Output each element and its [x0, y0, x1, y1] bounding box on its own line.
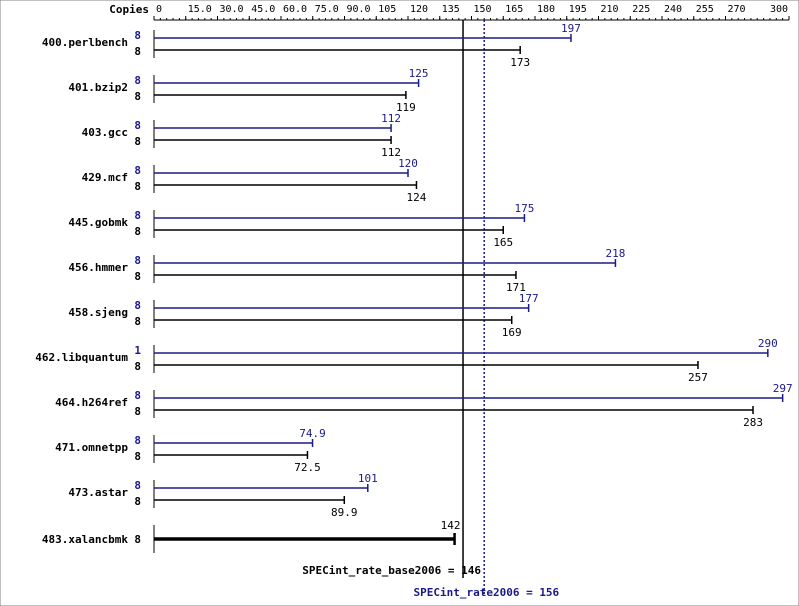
- x-tick-label: 240: [664, 4, 682, 15]
- base-value-label: 72.5: [294, 461, 321, 474]
- base-value-label: 124: [407, 191, 427, 204]
- x-tick-label: 15.0: [188, 4, 212, 15]
- peak-copies: 8: [134, 389, 141, 402]
- x-tick-label: 150: [474, 4, 492, 15]
- x-tick-label: 255: [696, 4, 714, 15]
- base-value-label: 173: [510, 56, 530, 69]
- x-tick-label: 30.0: [220, 4, 244, 15]
- peak-copies: 8: [134, 299, 141, 312]
- benchmark-bars: 400.perlbench 8 197 8 173 401.bzip2 8 125 8 119 40…: [35, 22, 793, 553]
- x-tick-label: 60.0: [283, 4, 307, 15]
- x-tick-label: 210: [601, 4, 619, 15]
- benchmark-name: 401.bzip2: [68, 81, 128, 94]
- x-tick-label: 90.0: [347, 4, 371, 15]
- peak-copies: 8: [134, 119, 141, 132]
- benchmark-name: 403.gcc: [82, 126, 128, 139]
- base-copies: 8: [134, 90, 141, 103]
- base-value-label: 283: [743, 416, 763, 429]
- peak-value-label: 197: [561, 22, 581, 35]
- base-copies: 8: [134, 495, 141, 508]
- peak-value-label: 175: [514, 202, 534, 215]
- x-tick-label: 75.0: [315, 4, 339, 15]
- benchmark-name: 483.xalancbmk: [42, 533, 128, 546]
- base-value-label: 169: [502, 326, 522, 339]
- peak-copies: 8: [134, 164, 141, 177]
- base-copies: 8: [134, 533, 141, 546]
- peak-copies: 8: [134, 209, 141, 222]
- benchmark-name: 473.astar: [68, 486, 128, 499]
- base-value-label: 171: [506, 281, 526, 294]
- x-tick-label: 270: [728, 4, 746, 15]
- benchmark-name: 400.perlbench: [42, 36, 128, 49]
- peak-value-label: 218: [605, 247, 625, 260]
- peak-value-label: 290: [758, 337, 778, 350]
- x-tick-label: 135: [442, 4, 460, 15]
- x-tick-label: 0: [156, 4, 162, 15]
- peak-copies: 8: [134, 479, 141, 492]
- peak-value-label: 112: [381, 112, 401, 125]
- base-value-label: 257: [688, 371, 708, 384]
- x-tick-label: 165: [505, 4, 523, 15]
- x-tick-label: 105: [378, 4, 396, 15]
- benchmark-name: 471.omnetpp: [55, 441, 128, 454]
- peak-reference-label: SPECint_rate2006 = 156: [413, 586, 559, 599]
- peak-value-label: 297: [773, 382, 793, 395]
- x-tick-label: 225: [632, 4, 650, 15]
- base-value-label: 89.9: [331, 506, 358, 519]
- base-copies: 8: [134, 315, 141, 328]
- base-value-label: 165: [493, 236, 513, 249]
- peak-copies: 1: [134, 344, 141, 357]
- base-value-label: 112: [381, 146, 401, 159]
- peak-value-label: 120: [398, 157, 418, 170]
- benchmark-name: 445.gobmk: [68, 216, 128, 229]
- peak-value-label: 177: [519, 292, 539, 305]
- base-copies: 8: [134, 405, 141, 418]
- benchmark-name: 429.mcf: [82, 171, 128, 184]
- base-copies: 8: [134, 45, 141, 58]
- base-reference-label: SPECint_rate_base2006 = 146: [302, 564, 481, 577]
- x-tick-label: 45.0: [251, 4, 275, 15]
- copies-header: Copies: [109, 3, 149, 16]
- peak-copies: 8: [134, 29, 141, 42]
- base-copies: 8: [134, 270, 141, 283]
- x-tick-label: 300: [770, 4, 788, 15]
- x-tick-label: 120: [410, 4, 428, 15]
- base-copies: 8: [134, 225, 141, 238]
- base-copies: 8: [134, 360, 141, 373]
- base-copies: 8: [134, 450, 141, 463]
- peak-value-label: 101: [358, 472, 378, 485]
- peak-value-label: 74.9: [299, 427, 326, 440]
- x-tick-label: 195: [569, 4, 587, 15]
- peak-copies: 8: [134, 254, 141, 267]
- benchmark-name: 456.hmmer: [68, 261, 128, 274]
- benchmark-name: 458.sjeng: [68, 306, 128, 319]
- peak-copies: 8: [134, 74, 141, 87]
- base-value-label: 142: [441, 519, 461, 532]
- peak-value-label: 125: [409, 67, 429, 80]
- benchmark-name: 462.libquantum: [35, 351, 128, 364]
- benchmark-name: 464.h264ref: [55, 396, 128, 409]
- base-copies: 8: [134, 135, 141, 148]
- base-copies: 8: [134, 180, 141, 193]
- base-value-label: 119: [396, 101, 416, 114]
- x-axis: 0 15.0 30.0 45.0 60.0 75.0 90.0 105 120 135 150 165…: [153, 4, 790, 21]
- reference-labels: SPECint_rate_base2006 = 146 SPECint_rate2…: [302, 564, 559, 599]
- x-tick-label: 180: [537, 4, 555, 15]
- peak-copies: 8: [134, 434, 141, 447]
